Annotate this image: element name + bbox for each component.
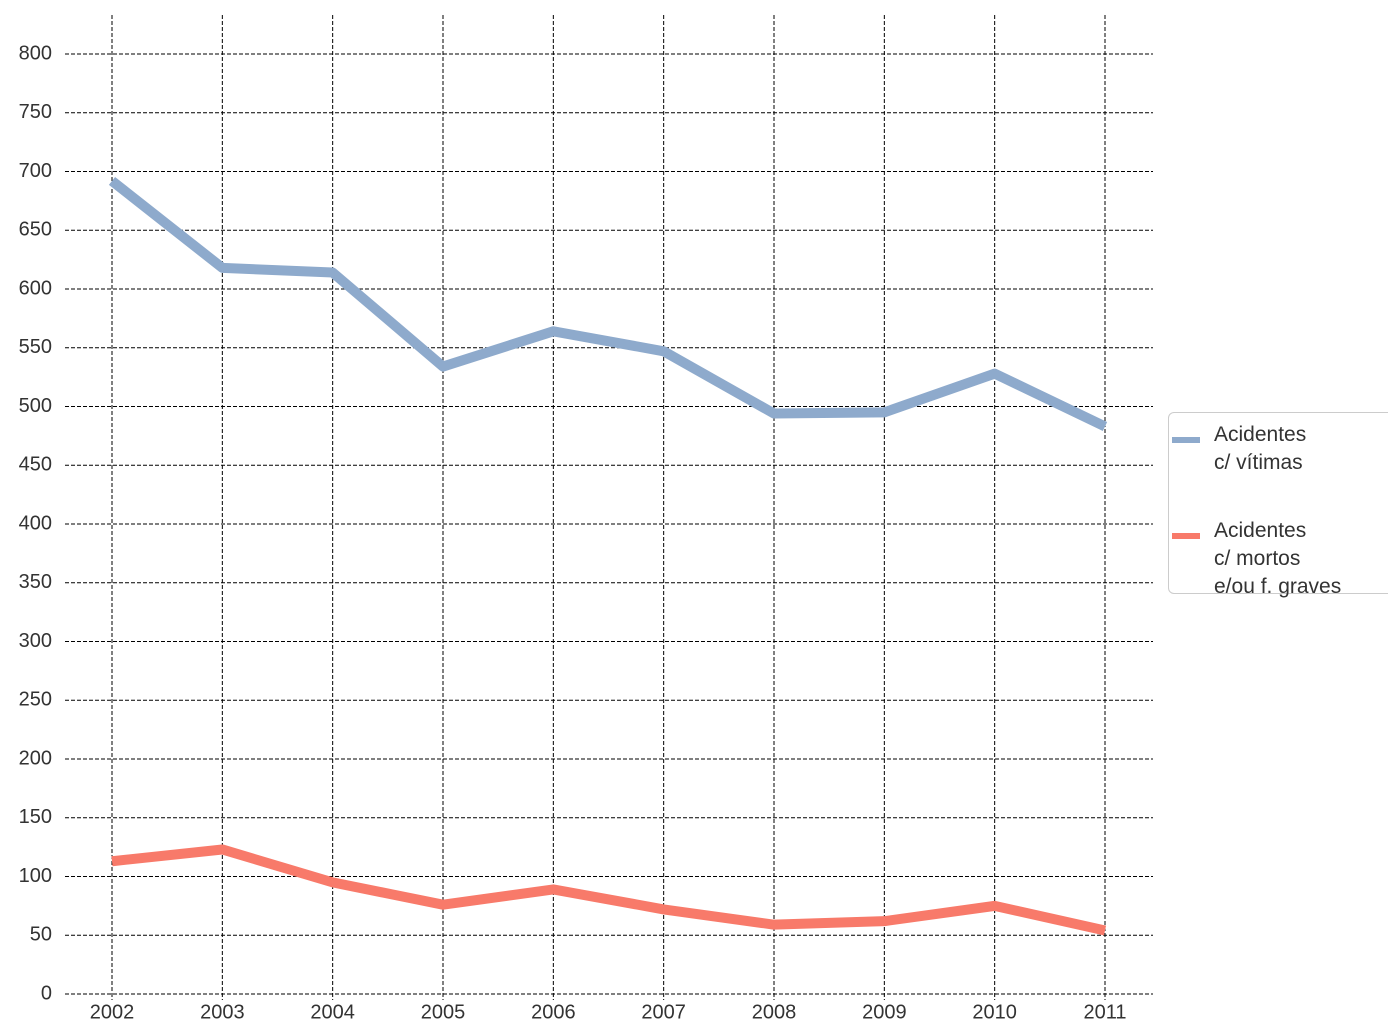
y-tick-label: 400: [19, 512, 52, 534]
y-tick-label: 150: [19, 806, 52, 828]
y-tick-label: 500: [19, 395, 52, 417]
x-tick-label: 2007: [641, 1001, 686, 1023]
y-tick-label: 600: [19, 277, 52, 299]
legend-swatch: [1172, 533, 1200, 539]
legend-label: Acidentes c/ vítimas: [1214, 423, 1307, 474]
y-tick-label: 50: [30, 924, 52, 946]
y-tick-label: 300: [19, 630, 52, 652]
legend: Acidentes c/ vítimas Acidentes c/ mortos …: [1168, 412, 1388, 598]
y-tick-label: 450: [19, 454, 52, 476]
legend-item: Acidentes c/ mortos e/ou f. graves: [1169, 517, 1341, 601]
legend-swatch: [1172, 437, 1200, 443]
x-tick-label: 2011: [1083, 1001, 1126, 1023]
y-tick-label: 700: [19, 160, 52, 182]
legend-item: Acidentes c/ vítimas: [1169, 421, 1306, 477]
y-tick-label: 350: [19, 571, 52, 593]
y-tick-label: 0: [41, 982, 52, 1004]
y-tick-label: 800: [19, 42, 52, 64]
y-tick-label: 650: [19, 219, 52, 241]
y-tick-label: 200: [19, 747, 52, 769]
legend-label: Acidentes c/ mortos e/ou f. graves: [1214, 519, 1342, 598]
x-tick-label: 2006: [531, 1001, 576, 1023]
series-line: [108, 176, 1108, 431]
y-tick-label: 250: [19, 689, 52, 711]
x-tick-label: 2002: [90, 1001, 135, 1023]
x-tick-label: 2010: [972, 1001, 1017, 1023]
x-tick-label: 2008: [752, 1001, 797, 1023]
y-tick-label: 750: [19, 101, 52, 123]
x-tick-label: 2004: [310, 1001, 355, 1023]
y-tick-label: 550: [19, 336, 52, 358]
series-line: [111, 844, 1107, 936]
y-tick-label: 100: [19, 865, 52, 887]
x-tick-label: 2009: [862, 1001, 907, 1023]
x-tick-label: 2005: [421, 1001, 466, 1023]
x-tick-label: 2003: [200, 1001, 245, 1023]
